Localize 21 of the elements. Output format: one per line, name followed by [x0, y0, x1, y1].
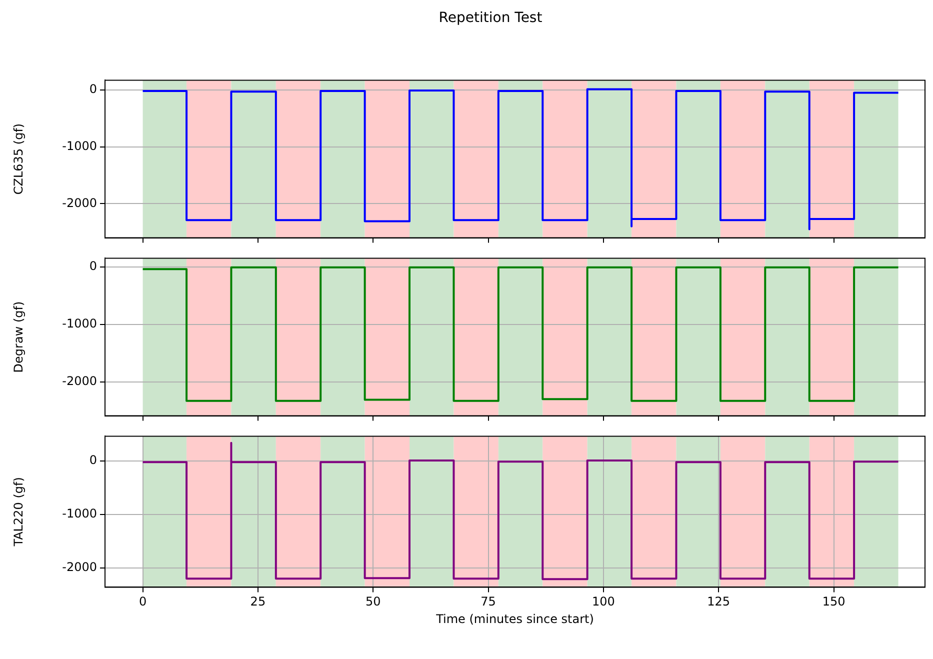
y-axis-title: CZL635 (gf) [11, 123, 26, 195]
x-axis-title: Time (minutes since start) [435, 612, 594, 626]
y-tick-label: -2000 [62, 560, 97, 574]
x-tick-label: 75 [480, 594, 496, 609]
x-tick-label: 0 [138, 594, 147, 609]
x-tick-label: 25 [250, 594, 266, 609]
chart-title: Repetition Test [438, 9, 544, 28]
y-tick-label: 0 [89, 258, 97, 273]
y-tick-label: 0 [89, 82, 97, 96]
x-tick-label: 150 [822, 594, 846, 609]
y-tick-label: -1000 [62, 316, 97, 330]
y-axis-title: TAL220 (gf) [11, 477, 26, 548]
y-tick-label: -1000 [62, 506, 97, 521]
x-tick-label: 50 [365, 594, 381, 609]
x-tick-label: 125 [707, 594, 730, 609]
y-tick-label: -1000 [62, 138, 97, 153]
y-tick-label: -2000 [62, 196, 97, 210]
x-tick-label: 100 [592, 594, 615, 609]
y-tick-label: 0 [89, 453, 97, 468]
y-axis-title: Degraw (gf) [11, 301, 26, 373]
y-tick-label: -2000 [62, 374, 97, 388]
